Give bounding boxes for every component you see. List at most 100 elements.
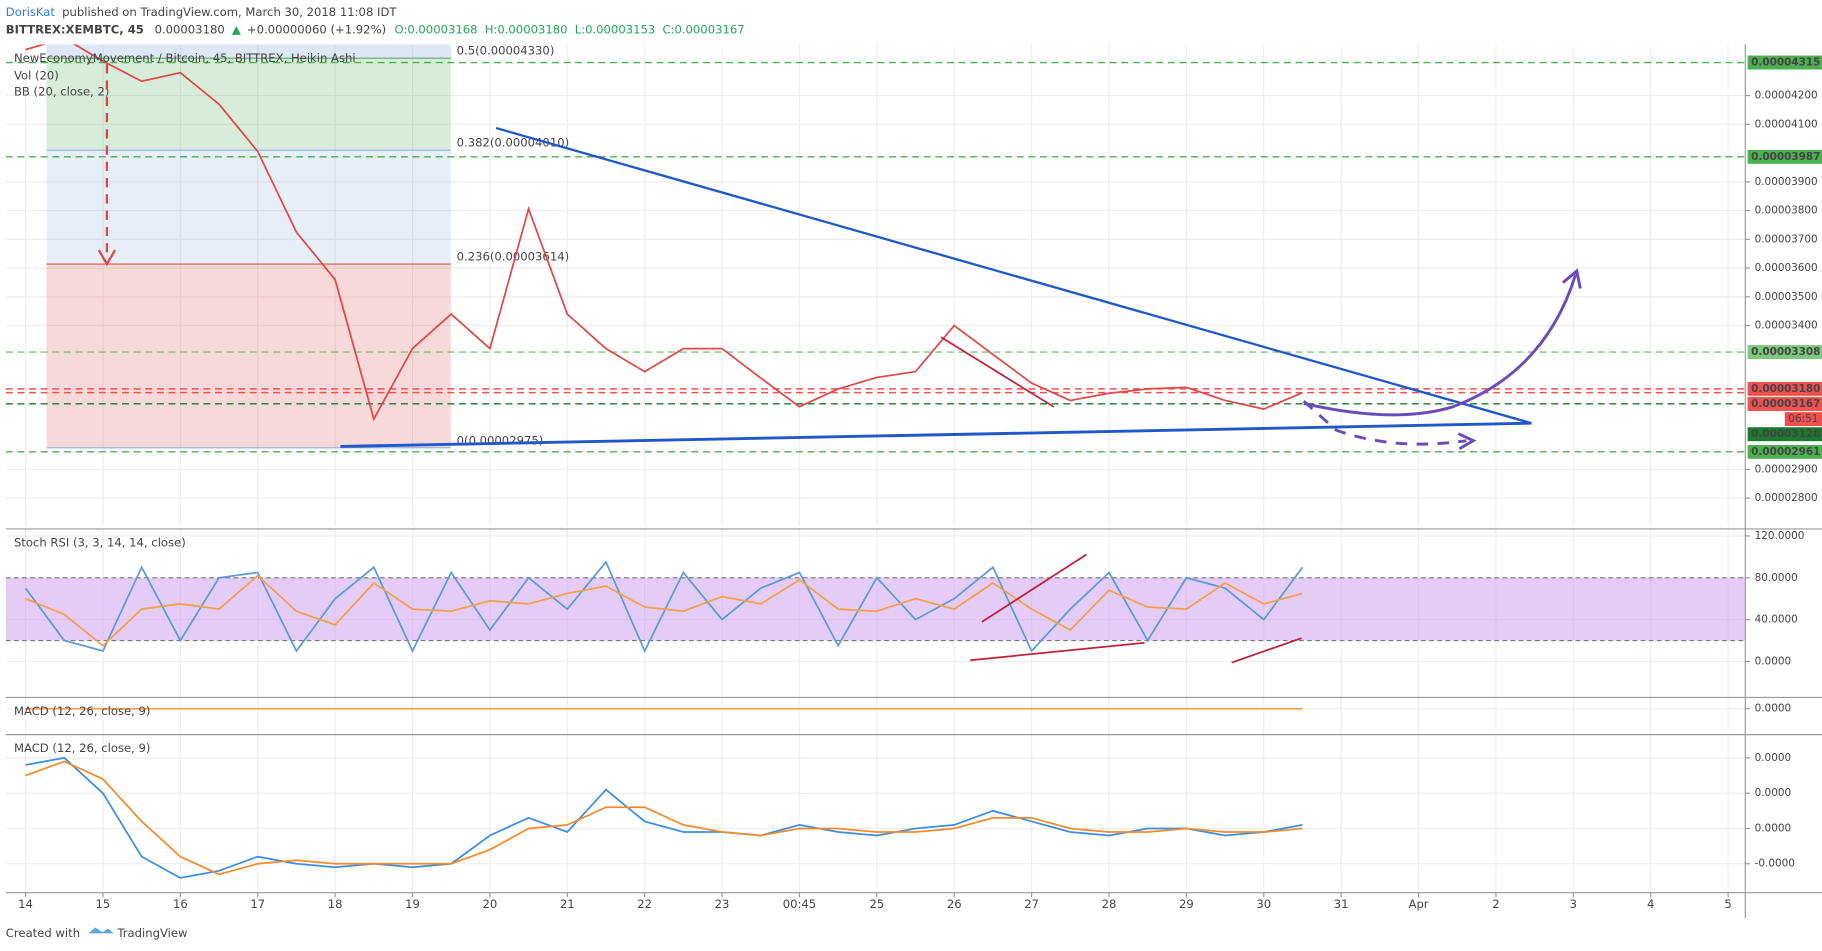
symbol: BITTREX:XEMBTC, 45	[6, 22, 144, 36]
y-tick-label: 0.0000	[1755, 822, 1792, 834]
level-label: 0.00002961	[1751, 446, 1820, 458]
change: +0.00000060 (+1.92%)	[247, 22, 386, 36]
countdown: 06:51	[1788, 413, 1818, 425]
footer-brand[interactable]: TradingView	[116, 926, 187, 940]
x-tick-label: 23	[715, 897, 730, 911]
x-tick-label: 21	[560, 897, 575, 911]
arrow-head	[97, 249, 117, 267]
author[interactable]: DorisKat	[6, 4, 56, 18]
logo	[88, 927, 114, 934]
panel-title: Stoch RSI (3, 3, 14, 14, close)	[14, 535, 186, 549]
countdown-tag	[1784, 412, 1822, 427]
projection-dashed	[1302, 400, 1467, 446]
x-tick-label: 15	[96, 897, 111, 911]
y-tick-label: -0.0000	[1755, 858, 1795, 870]
series-line	[24, 560, 1304, 654]
x-tick-label: 29	[1179, 897, 1194, 911]
fib-zone	[46, 150, 451, 265]
x-tick-label: 2	[1492, 897, 1499, 911]
y-tick-label: 0.0000	[1755, 655, 1792, 667]
level-tag	[1747, 381, 1822, 396]
panel-title: MACD (12, 26, close, 9)	[14, 741, 151, 755]
x-tick-label: 5	[1724, 897, 1731, 911]
arrow-head	[1561, 268, 1582, 289]
level-tag	[1747, 55, 1822, 70]
y-tick-label: 120.0000	[1755, 530, 1805, 542]
series-line	[25, 760, 1303, 876]
y-tick-label: 0.00003800	[1755, 205, 1818, 217]
x-tick-label: 20	[483, 897, 498, 911]
level-tag	[1747, 444, 1822, 459]
level-tag	[1747, 397, 1822, 411]
published: published on TradingView.com, March 30, …	[62, 4, 397, 18]
trend-line	[495, 126, 1532, 425]
high: H:0.00003180	[485, 22, 568, 36]
x-tick-label: 14	[18, 897, 33, 911]
trend-line	[940, 336, 1055, 408]
x-tick-label: 31	[1334, 897, 1349, 911]
x-tick-label: 17	[250, 897, 265, 911]
close: C:0.00003167	[662, 22, 744, 36]
x-tick-label: 28	[1102, 897, 1117, 911]
y-tick-label: 0.00002800	[1755, 492, 1818, 504]
y-tick-label: 0.00004200	[1755, 90, 1818, 102]
y-tick-label: 0.00003900	[1755, 176, 1818, 188]
x-tick-label: 26	[947, 897, 962, 911]
y-tick-label: 0.00002900	[1755, 463, 1818, 475]
fib-zone	[46, 44, 451, 59]
x-tick-label: 30	[1256, 897, 1271, 911]
x-tick-label: 4	[1647, 897, 1654, 911]
panel	[5, 528, 1746, 698]
panel-title: MACD (12, 26, close, 9)	[14, 704, 151, 718]
fib-zone	[46, 264, 451, 448]
x-tick-label: 25	[869, 897, 884, 911]
x-tick-label: 27	[1024, 897, 1039, 911]
symbol-line: BITTREX:XEMBTC, 45 0.00003180 ▲ +0.00000…	[6, 22, 745, 36]
panel	[5, 697, 1746, 735]
divergence-line	[970, 641, 1145, 662]
y-tick-label: 40.0000	[1755, 614, 1798, 626]
y-tick-label: 0.0000	[1755, 703, 1792, 715]
x-tick-label: 18	[328, 897, 343, 911]
fib-label: 0.382(0.00004010)	[457, 136, 569, 150]
footer-text: Created with	[6, 926, 80, 940]
header-line: DorisKat published on TradingView.com, M…	[6, 4, 398, 18]
panel	[5, 734, 1746, 893]
y-tick-label: 0.00004100	[1755, 118, 1818, 130]
y-tick-label: 0.00003500	[1755, 291, 1818, 303]
level-label: 0.00003308	[1751, 346, 1820, 358]
last-price: 0.00003180	[155, 22, 225, 36]
level-label: 0.00003180	[1751, 383, 1820, 395]
divergence-line	[1231, 637, 1302, 664]
series-line	[25, 756, 1303, 879]
fib-zone	[46, 58, 451, 151]
y-tick-label: 0.00003600	[1755, 262, 1818, 274]
level-tag	[1747, 345, 1822, 360]
y-tick-label: 80.0000	[1755, 572, 1798, 584]
fib-label: 0.236(0.00003614)	[457, 250, 569, 264]
panel-title: NewEconomyMovement / Bitcoin, 45, BITTRE…	[14, 51, 356, 65]
y-tick-label: 0.0000	[1755, 787, 1792, 799]
fib-label: 0.5(0.00004330)	[457, 44, 555, 58]
low: L:0.00003153	[575, 22, 656, 36]
divergence-line	[981, 553, 1087, 623]
x-tick-label: Apr	[1409, 897, 1429, 911]
x-tick-label: 19	[405, 897, 420, 911]
x-tick-label: 16	[173, 897, 188, 911]
series-line	[25, 44, 1303, 422]
level-label: 0.00003167	[1751, 398, 1820, 410]
level-label: 0.00003128	[1751, 428, 1820, 440]
level-tag	[1747, 149, 1822, 164]
chart-area: 0.5(0.00004330) 0.382(0.00004010) 0.236(0.…	[5, 44, 1822, 911]
y-tick-label: 0.00003700	[1755, 233, 1818, 245]
drawings	[97, 64, 1582, 664]
y-tick-label: 0.00003400	[1755, 320, 1818, 332]
open: O:0.00003168	[395, 22, 478, 36]
projection-curve	[1303, 274, 1578, 417]
x-tick-label: 22	[637, 897, 652, 911]
x-tick-label: 00:45	[783, 897, 816, 911]
x-tick-label: 3	[1570, 897, 1577, 911]
arrow-head	[1457, 432, 1477, 451]
